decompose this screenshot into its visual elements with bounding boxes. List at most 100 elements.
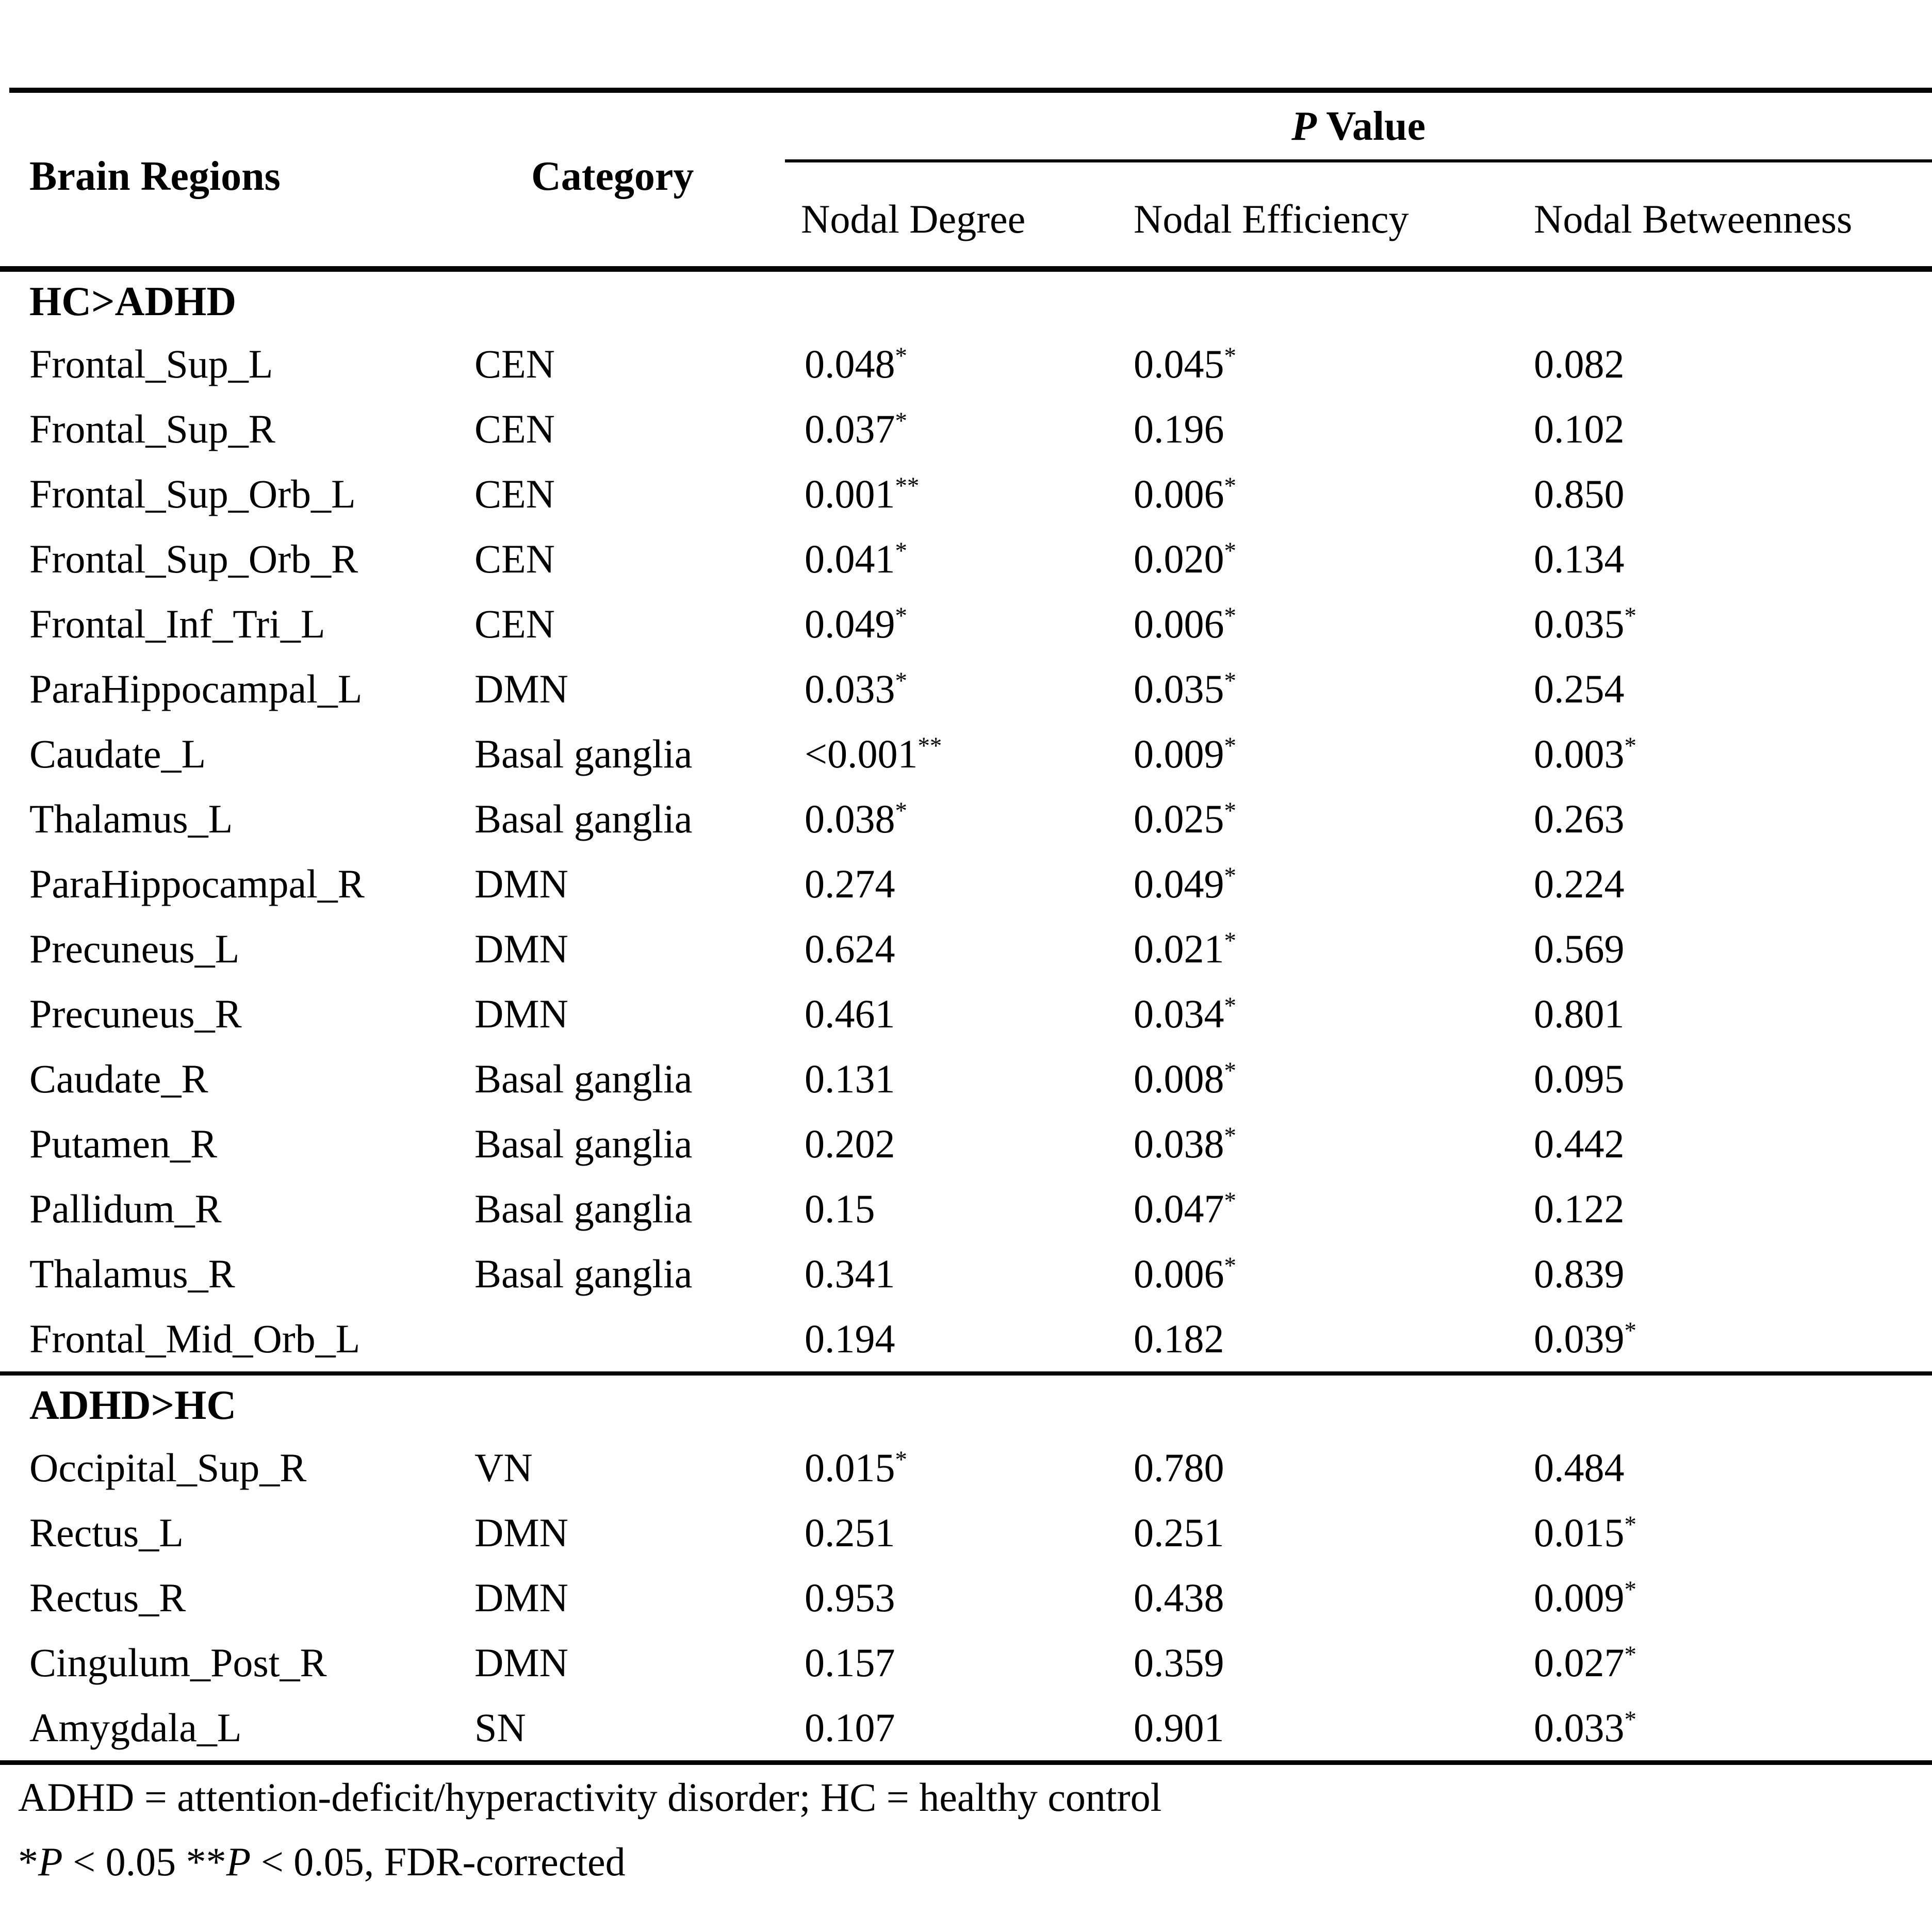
p-value-number: 0.251 [805, 1510, 895, 1556]
table-row: Frontal_Sup_Orb_L CEN 0.001** 0.006* 0.850 [0, 462, 1932, 527]
table-row: Pallidum_R Basal ganglia 0.15 0.047* 0.122 [0, 1176, 1932, 1241]
significance-asterisk: * [1624, 602, 1636, 630]
region-cell: Frontal_Sup_L [29, 341, 273, 387]
p-value-spanner-rule [785, 159, 1932, 162]
footnote-abbreviations: ADHD = attention-deficit/hyperactivity d… [0, 1765, 1932, 1829]
footnote-italic-p-2: P [226, 1839, 251, 1884]
column-header-p-value: P Value [785, 106, 1932, 147]
nodal-efficiency-cell: 0.038* [1134, 1123, 1236, 1165]
p-value-number: 0.134 [1534, 536, 1625, 582]
p-value-number: 0.182 [1134, 1316, 1224, 1362]
nodal-degree-cell: 0.041* [805, 538, 907, 580]
region-cell: Thalamus_R [29, 1251, 235, 1297]
table-row: Rectus_L DMN 0.251 0.251 0.015* [0, 1500, 1932, 1565]
region-cell: Putamen_R [29, 1121, 217, 1167]
region-cell: Frontal_Mid_Orb_L [29, 1316, 361, 1362]
nodal-betweenness-cell: 0.134 [1534, 538, 1625, 580]
nodal-degree-cell: 0.131 [805, 1058, 895, 1100]
p-value-number: 0.254 [1534, 666, 1625, 712]
footnote-star: * [18, 1839, 38, 1884]
p-value-number: 0.033 [805, 666, 895, 712]
region-cell: Frontal_Sup_Orb_L [29, 471, 356, 517]
category-cell: DMN [474, 1640, 569, 1685]
region-cell: Pallidum_R [29, 1186, 222, 1232]
region-cell: Amygdala_L [29, 1705, 242, 1750]
nodal-degree-cell: 0.461 [805, 993, 895, 1035]
p-value-number: 0.027 [1534, 1640, 1625, 1685]
table-row: Frontal_Mid_Orb_L 0.194 0.182 0.039* [0, 1306, 1932, 1371]
footnote-threshold-1: < 0.05 ** [62, 1839, 226, 1884]
table-rows-container: HC>ADHD Frontal_Sup_L CEN 0.048* 0.045* 0.082… [0, 272, 1932, 1760]
significance-asterisk: ** [895, 472, 920, 500]
region-cell: Frontal_Inf_Tri_L [29, 601, 325, 647]
nodal-degree-cell: 0.953 [805, 1577, 895, 1619]
p-value-number: 0.041 [805, 536, 895, 582]
table-row: Amygdala_L SN 0.107 0.901 0.033* [0, 1695, 1932, 1760]
nodal-efficiency-cell: 0.009* [1134, 733, 1236, 775]
nodal-betweenness-cell: 0.122 [1534, 1188, 1625, 1230]
table-row: ParaHippocampal_R DMN 0.274 0.049* 0.224 [0, 852, 1932, 917]
nodal-efficiency-cell: 0.020* [1134, 538, 1236, 580]
significance-asterisk: * [1624, 1576, 1636, 1603]
nodal-betweenness-cell: 0.102 [1534, 408, 1625, 450]
section-header-row: ADHD>HC [0, 1376, 1932, 1435]
header-bottom-rule [0, 266, 1932, 272]
region-cell: ParaHippocampal_L [29, 666, 363, 712]
nodal-betweenness-cell: 0.839 [1534, 1253, 1625, 1295]
region-cell: Frontal_Sup_R [29, 406, 275, 452]
table-row: Frontal_Inf_Tri_L CEN 0.049* 0.006* 0.035* [0, 592, 1932, 657]
table-row: Putamen_R Basal ganglia 0.202 0.038* 0.442 [0, 1111, 1932, 1176]
nodal-efficiency-cell: 0.182 [1134, 1318, 1224, 1360]
region-cell: Precuneus_R [29, 991, 242, 1037]
nodal-degree-cell: 0.038* [805, 798, 907, 840]
region-cell: Occipital_Sup_R [29, 1445, 307, 1491]
table-row: Thalamus_L Basal ganglia 0.038* 0.025* 0.263 [0, 787, 1932, 852]
category-cell: DMN [474, 1575, 569, 1621]
section-header-row: HC>ADHD [0, 272, 1932, 332]
category-cell: CEN [474, 341, 555, 387]
table-row: Precuneus_R DMN 0.461 0.034* 0.801 [0, 981, 1932, 1046]
table-bottom-rule [0, 1760, 1932, 1765]
p-value-number: 0.202 [805, 1121, 895, 1167]
nodal-degree-cell: 0.048* [805, 343, 907, 385]
nodal-efficiency-cell: 0.035* [1134, 668, 1236, 710]
region-cell: Caudate_R [29, 1056, 208, 1102]
p-value-number: 0.122 [1534, 1186, 1625, 1232]
nodal-degree-cell: 0.001** [805, 473, 919, 515]
p-value-number: 0.033 [1534, 1705, 1625, 1750]
p-value-number: 0.082 [1534, 341, 1625, 387]
significance-asterisk: * [895, 797, 907, 825]
category-cell: Basal ganglia [474, 1186, 693, 1232]
significance-asterisk: * [1224, 1187, 1236, 1215]
table-row: Frontal_Sup_Orb_R CEN 0.041* 0.020* 0.134 [0, 527, 1932, 592]
significance-asterisk: * [895, 602, 907, 630]
nodal-degree-cell: 0.202 [805, 1123, 895, 1165]
significance-asterisk: * [1624, 732, 1636, 760]
p-value-number: 0.484 [1534, 1445, 1625, 1491]
table-row: ParaHippocampal_L DMN 0.033* 0.035* 0.254 [0, 657, 1932, 722]
p-value-number: 0.341 [805, 1251, 895, 1297]
nodal-efficiency-cell: 0.025* [1134, 798, 1236, 840]
column-header-nodal-betweenness: Nodal Betweenness [1534, 197, 1853, 241]
category-cell: CEN [474, 536, 555, 582]
nodal-degree-cell: <0.001** [805, 733, 942, 775]
significance-asterisk: * [1224, 667, 1236, 695]
p-value-number: 0.624 [805, 926, 895, 972]
p-value-number: 0.034 [1134, 991, 1224, 1037]
significance-asterisk: * [895, 537, 907, 565]
significance-asterisk: * [1224, 537, 1236, 565]
category-cell: Basal ganglia [474, 796, 693, 842]
significance-asterisk: * [1224, 992, 1236, 1020]
nodal-betweenness-cell: 0.095 [1534, 1058, 1625, 1100]
p-value-rest: Value [1316, 104, 1426, 149]
nodal-betweenness-cell: 0.082 [1534, 343, 1625, 385]
p-value-number: 0.780 [1134, 1445, 1224, 1491]
region-cell: Thalamus_L [29, 796, 233, 842]
significance-asterisk: * [1624, 1641, 1636, 1668]
nodal-efficiency-cell: 0.359 [1134, 1642, 1224, 1684]
p-value-number: 0.194 [805, 1316, 895, 1362]
p-value-number: 0.008 [1134, 1056, 1224, 1102]
nodal-degree-cell: 0.341 [805, 1253, 895, 1295]
table-row: Frontal_Sup_L CEN 0.048* 0.045* 0.082 [0, 332, 1932, 397]
nodal-degree-cell: 0.037* [805, 408, 907, 450]
